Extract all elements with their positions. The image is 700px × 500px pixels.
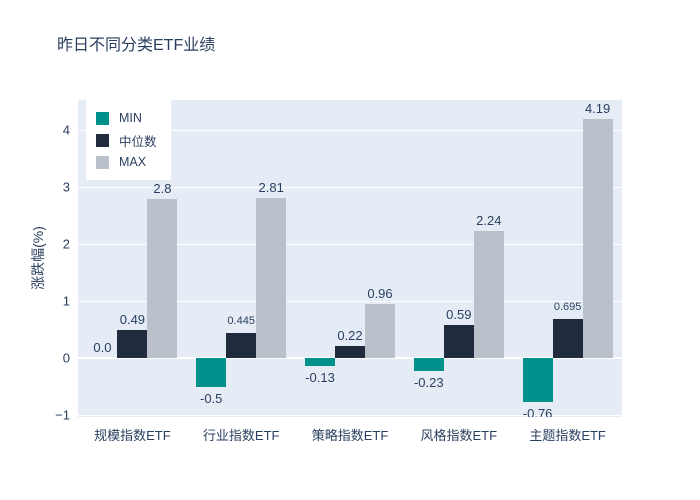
legend-item-MIN[interactable]: MIN — [96, 107, 157, 129]
bar-MAX-行业指数ETF — [256, 198, 287, 359]
bar-中位数-策略指数ETF — [335, 345, 365, 359]
chart-title: 昨日不同分类ETF业绩 — [57, 37, 216, 54]
gridline — [78, 243, 622, 245]
bar-value-label: 2.8 — [153, 180, 172, 196]
y-tick-label: 4 — [62, 122, 70, 138]
x-tick-label-主题指数ETF: 主题指数ETF — [529, 428, 606, 443]
gridline — [78, 414, 622, 416]
y-tick-label: 0 — [62, 350, 70, 366]
plot-area: 0.0 0.49 2.8 -0.5 0.445 2.81 -0.13 0.22 0.96 -0.2… — [78, 100, 622, 417]
y-tick-label: −1 — [55, 407, 70, 423]
bar-value-label: -0.13 — [305, 369, 335, 385]
bar-value-label: -0.5 — [199, 390, 223, 406]
bar-value-label: 0.445 — [227, 314, 255, 327]
bar-value-label: 0.96 — [367, 285, 393, 301]
bar-中位数-行业指数ETF — [226, 332, 257, 359]
bar-MAX-策略指数ETF — [365, 303, 395, 359]
legend-item-MAX[interactable]: MAX — [96, 151, 157, 173]
bar-MAX-风格指数ETF — [473, 230, 504, 359]
gridline — [78, 186, 622, 188]
bar-value-label: 0.49 — [119, 312, 146, 328]
bar-MAX-规模指数ETF — [147, 198, 178, 359]
legend-item-中位数[interactable]: 中位数 — [96, 129, 157, 151]
x-tick-label-风格指数ETF: 风格指数ETF — [420, 428, 498, 443]
bar-value-label: 2.81 — [258, 180, 284, 196]
bar-中位数-主题指数ETF — [552, 318, 583, 359]
legend-label: MIN — [119, 111, 142, 125]
bar-value-label: -0.76 — [522, 405, 553, 417]
y-tick-label: 2 — [62, 236, 70, 252]
bar-value-label: 0.59 — [446, 306, 472, 322]
legend-label: 中位数 — [119, 134, 157, 149]
bar-MAX-主题指数ETF — [582, 119, 613, 359]
y-axis-ticks: −1 0 1 2 3 4 — [0, 100, 70, 423]
legend-swatch-icon — [96, 133, 109, 147]
gridline — [78, 129, 622, 131]
legend: MIN 中位数 MAX — [86, 100, 171, 180]
x-tick-label-行业指数ETF: 行业指数ETF — [202, 428, 280, 443]
legend-swatch-icon — [96, 111, 109, 125]
bar-value-label: -0.23 — [413, 375, 444, 391]
bar-value-label: 4.19 — [584, 101, 611, 117]
y-tick-label: 3 — [62, 179, 70, 195]
bar-value-label: 0.22 — [337, 327, 363, 343]
legend-swatch-icon — [96, 155, 109, 169]
gridline — [78, 300, 622, 302]
bar-value-label: 0.0 — [93, 340, 112, 356]
x-tick-label-规模指数ETF: 规模指数ETF — [94, 428, 171, 443]
bar-中位数-风格指数ETF — [443, 324, 474, 359]
y-tick-label: 1 — [62, 293, 70, 309]
bar-MIN-策略指数ETF — [305, 358, 335, 366]
bar-MIN-主题指数ETF — [522, 358, 553, 402]
x-tick-label-策略指数ETF: 策略指数ETF — [311, 428, 389, 443]
bar-value-label: 0.695 — [553, 300, 582, 313]
zero-line — [78, 357, 622, 360]
legend-label: MAX — [119, 155, 147, 169]
x-axis-labels: 规模指数ETF 行业指数ETF 策略指数ETF 风格指数ETF 主题指数ETF — [78, 425, 622, 445]
bar-MIN-行业指数ETF — [196, 358, 227, 387]
bar-value-label: 2.24 — [476, 212, 502, 228]
bar-中位数-规模指数ETF — [117, 330, 148, 359]
bar-MIN-风格指数ETF — [413, 358, 444, 372]
